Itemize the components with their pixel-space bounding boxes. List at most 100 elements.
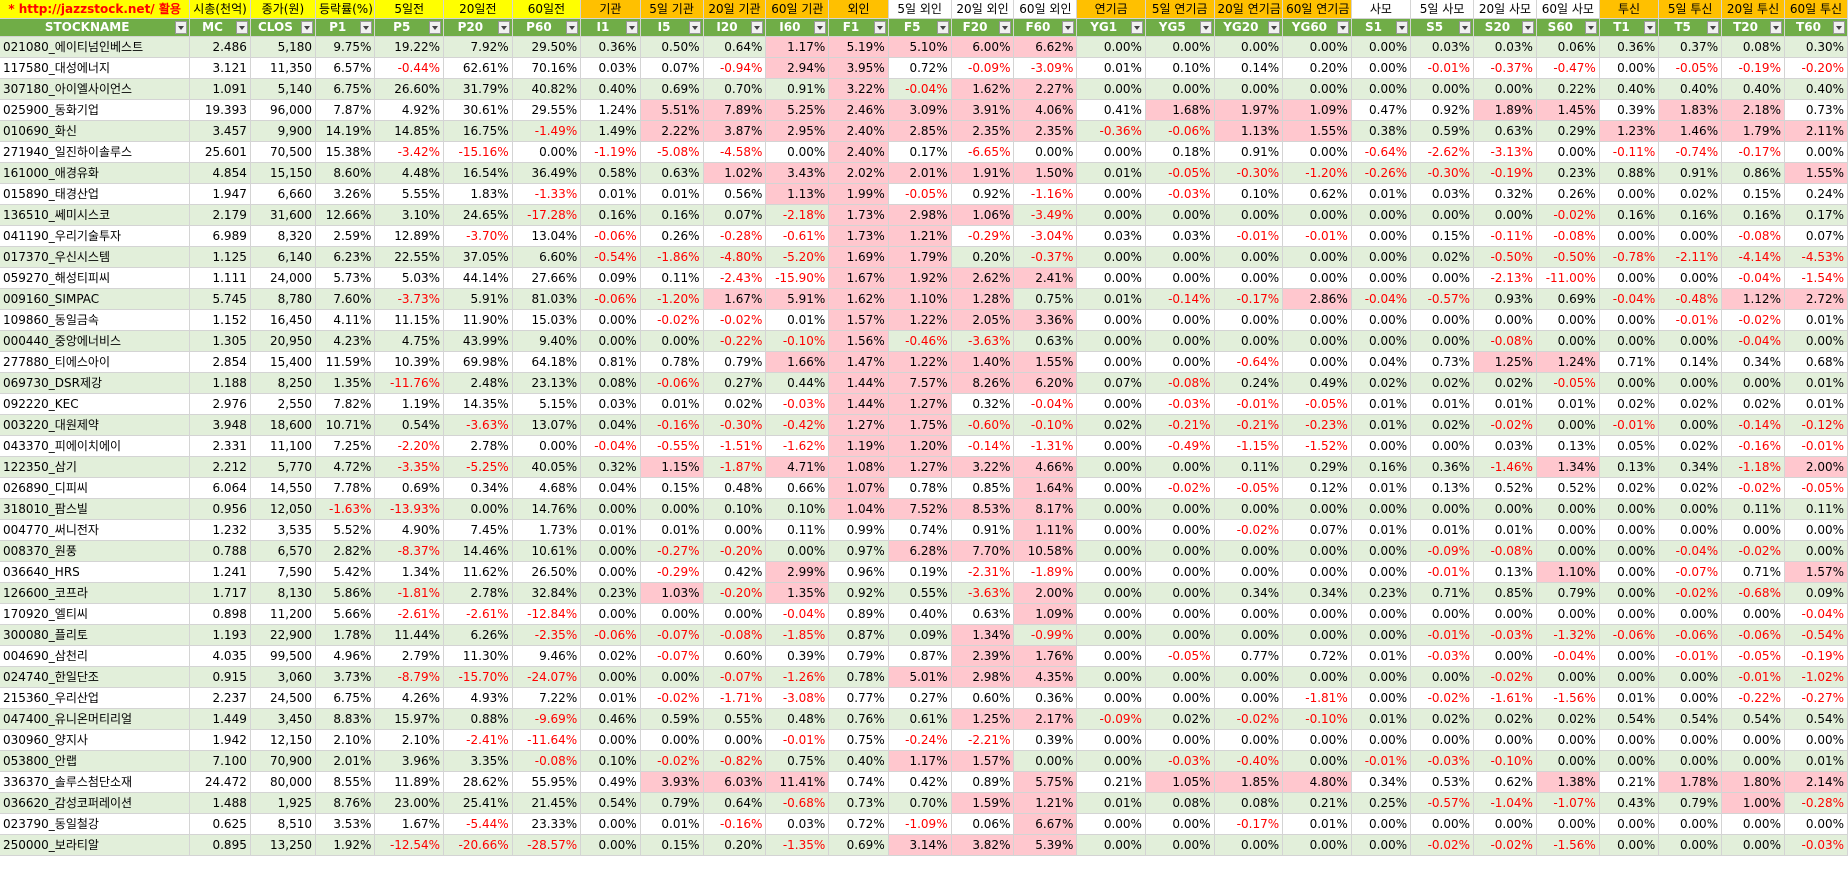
data-cell[interactable]: 0.08% (580, 372, 641, 394)
data-cell[interactable]: 6.989 (189, 225, 251, 247)
data-cell[interactable]: 0.03% (1473, 36, 1537, 58)
data-cell[interactable]: 5.25% (765, 99, 830, 121)
data-cell[interactable]: 0.00% (703, 519, 767, 541)
data-cell[interactable]: -0.20% (703, 582, 767, 604)
data-cell[interactable]: 3.43% (765, 162, 830, 184)
data-cell[interactable]: 0.79% (1536, 582, 1600, 604)
data-cell[interactable]: -0.04% (888, 78, 952, 100)
data-cell[interactable]: -0.02% (1473, 666, 1537, 688)
column-group-label[interactable]: 20일 사모 (1473, 0, 1537, 19)
data-cell[interactable]: 0.00% (1410, 729, 1475, 751)
data-cell[interactable]: -5.44% (443, 813, 513, 835)
data-cell[interactable]: 0.00% (1599, 330, 1660, 352)
data-cell[interactable]: 0.00% (1410, 603, 1475, 625)
data-cell[interactable]: -0.07% (703, 666, 767, 688)
data-cell[interactable]: 70.16% (512, 57, 582, 79)
data-cell[interactable]: 0.02% (703, 393, 767, 415)
data-cell[interactable]: 1.21% (1013, 792, 1078, 814)
data-cell[interactable]: 1.232 (189, 519, 251, 541)
data-cell[interactable]: 40.05% (512, 456, 582, 478)
data-cell[interactable]: 2.10% (315, 729, 376, 751)
data-cell[interactable]: -1.32% (1536, 624, 1600, 646)
data-cell[interactable]: 0.14% (1658, 351, 1723, 373)
data-cell[interactable]: 14.19% (315, 120, 376, 142)
data-cell[interactable]: 1.23% (1599, 120, 1660, 142)
data-cell[interactable]: 14.35% (443, 393, 513, 415)
data-cell[interactable]: 0.00% (1214, 330, 1284, 352)
data-cell[interactable]: 9.40% (512, 330, 582, 352)
data-cell[interactable]: 2.05% (951, 309, 1015, 331)
data-cell[interactable]: 3.948 (189, 414, 251, 436)
data-cell[interactable]: 1.55% (1013, 351, 1078, 373)
data-cell[interactable]: 0.49% (1282, 372, 1352, 394)
data-cell[interactable]: 1.47% (828, 351, 889, 373)
stock-name-cell[interactable]: 318010_팜스빌 (0, 498, 191, 520)
data-cell[interactable]: -1.31% (1013, 435, 1078, 457)
data-cell[interactable]: 1.59% (951, 792, 1015, 814)
data-cell[interactable]: 0.00% (1351, 36, 1412, 58)
data-cell[interactable]: 5.51% (640, 99, 704, 121)
data-cell[interactable]: 0.00% (1599, 540, 1660, 562)
data-cell[interactable]: 2.17% (1013, 708, 1078, 730)
data-cell[interactable]: 0.00% (580, 603, 641, 625)
data-cell[interactable]: 2.79% (374, 645, 445, 667)
data-cell[interactable]: -1.09% (888, 813, 952, 835)
data-cell[interactable]: -0.01% (1784, 435, 1848, 457)
data-cell[interactable]: 0.00% (1145, 351, 1215, 373)
data-cell[interactable]: 1.10% (888, 288, 952, 310)
data-cell[interactable]: 0.898 (189, 603, 251, 625)
data-cell[interactable]: 0.00% (1076, 666, 1146, 688)
data-cell[interactable]: 0.00% (1351, 540, 1412, 562)
data-cell[interactable]: 0.03% (580, 57, 641, 79)
data-cell[interactable]: 0.63% (1473, 120, 1537, 142)
data-cell[interactable]: 0.58% (580, 162, 641, 184)
data-cell[interactable]: 0.00% (1013, 750, 1078, 772)
data-cell[interactable]: 0.71% (1410, 582, 1475, 604)
data-cell[interactable]: 0.00% (1282, 78, 1352, 100)
stock-name-cell[interactable]: 008370_원풍 (0, 540, 191, 562)
data-cell[interactable]: -0.64% (1351, 141, 1412, 163)
filter-dropdown-icon[interactable] (999, 20, 1012, 34)
data-cell[interactable]: 4.75% (374, 330, 445, 352)
data-cell[interactable]: 7.45% (443, 519, 513, 541)
data-cell[interactable]: -3.42% (374, 141, 445, 163)
data-cell[interactable]: 2.331 (189, 435, 251, 457)
data-cell[interactable]: 1.05% (1145, 771, 1215, 793)
data-cell[interactable]: 0.36% (580, 36, 641, 58)
data-cell[interactable]: 0.00% (1410, 204, 1475, 226)
data-cell[interactable]: 29.50% (512, 36, 582, 58)
data-cell[interactable]: 0.00% (1076, 834, 1146, 856)
data-cell[interactable]: -1.16% (1013, 183, 1078, 205)
data-cell[interactable]: 4.06% (1013, 99, 1078, 121)
data-cell[interactable]: 0.21% (1076, 771, 1146, 793)
data-cell[interactable]: 5,180 (250, 36, 317, 58)
data-cell[interactable]: 0.02% (1658, 393, 1723, 415)
data-cell[interactable]: -3.63% (443, 414, 513, 436)
stock-name-cell[interactable]: 277880_티에스아이 (0, 351, 191, 373)
data-cell[interactable]: 1.57% (1784, 561, 1848, 583)
data-cell[interactable]: 0.00% (1410, 435, 1475, 457)
data-cell[interactable]: -1.63% (315, 498, 376, 520)
data-cell[interactable]: 0.00% (1599, 57, 1660, 79)
data-cell[interactable]: 0.16% (640, 204, 704, 226)
data-cell[interactable]: -0.74% (1658, 141, 1723, 163)
data-cell[interactable]: -0.61% (765, 225, 830, 247)
data-cell[interactable]: 0.63% (951, 603, 1015, 625)
data-cell[interactable]: 1.67% (828, 267, 889, 289)
data-cell[interactable]: 0.00% (1214, 603, 1284, 625)
column-group-label[interactable]: 20일전 (443, 0, 513, 19)
filter-dropdown-icon[interactable] (1396, 20, 1409, 34)
data-cell[interactable]: -0.08% (1145, 372, 1215, 394)
column-group-label[interactable]: 기관 (580, 0, 641, 19)
data-cell[interactable]: -1.54% (1784, 267, 1848, 289)
data-cell[interactable]: 3.36% (1013, 309, 1078, 331)
data-cell[interactable]: 1.11% (1013, 519, 1078, 541)
data-cell[interactable]: 8,320 (250, 225, 317, 247)
data-cell[interactable]: 16.54% (443, 162, 513, 184)
data-cell[interactable]: 0.00% (1784, 813, 1848, 835)
data-cell[interactable]: 0.01% (580, 687, 641, 709)
data-cell[interactable]: 4.96% (315, 645, 376, 667)
data-cell[interactable]: 2.72% (1784, 288, 1848, 310)
data-cell[interactable]: -0.11% (1473, 225, 1537, 247)
data-cell[interactable]: -0.54% (580, 246, 641, 268)
